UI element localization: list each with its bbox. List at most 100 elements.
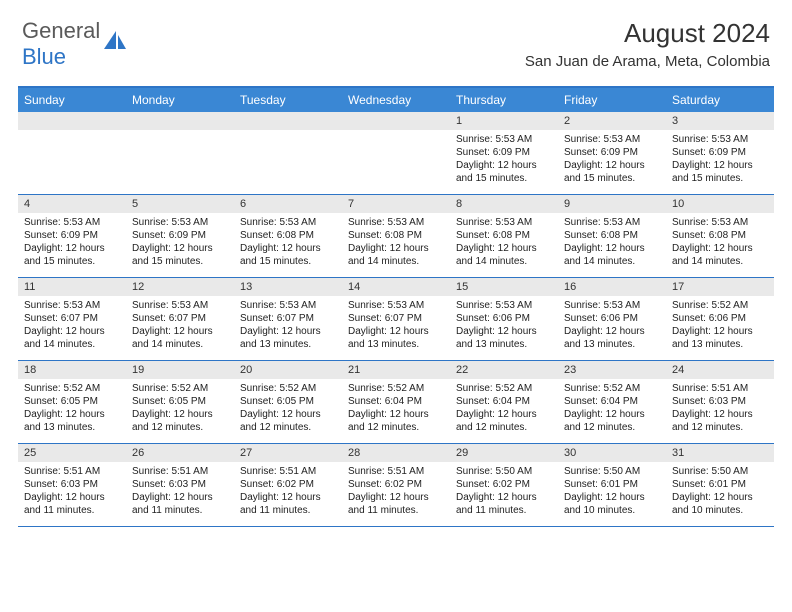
daylight-line: Daylight: 12 hours and 15 minutes. — [564, 159, 660, 185]
week-row: 11Sunrise: 5:53 AMSunset: 6:07 PMDayligh… — [18, 278, 774, 361]
calendar-cell: 17Sunrise: 5:52 AMSunset: 6:06 PMDayligh… — [666, 278, 774, 360]
daylight-line: Daylight: 12 hours and 13 minutes. — [348, 325, 444, 351]
cell-body: Sunrise: 5:50 AMSunset: 6:02 PMDaylight:… — [450, 462, 558, 521]
sunrise-line: Sunrise: 5:53 AM — [240, 299, 336, 312]
calendar-cell: 28Sunrise: 5:51 AMSunset: 6:02 PMDayligh… — [342, 444, 450, 526]
day-number: 16 — [558, 278, 666, 296]
sunset-line: Sunset: 6:06 PM — [564, 312, 660, 325]
calendar-cell: 24Sunrise: 5:51 AMSunset: 6:03 PMDayligh… — [666, 361, 774, 443]
sunrise-line: Sunrise: 5:53 AM — [672, 216, 768, 229]
cell-body: Sunrise: 5:52 AMSunset: 6:04 PMDaylight:… — [558, 379, 666, 438]
sunset-line: Sunset: 6:06 PM — [672, 312, 768, 325]
daylight-line: Daylight: 12 hours and 15 minutes. — [132, 242, 228, 268]
day-number: 13 — [234, 278, 342, 296]
cell-body: Sunrise: 5:52 AMSunset: 6:04 PMDaylight:… — [342, 379, 450, 438]
day-number: 19 — [126, 361, 234, 379]
calendar-cell: 29Sunrise: 5:50 AMSunset: 6:02 PMDayligh… — [450, 444, 558, 526]
calendar-cell: 8Sunrise: 5:53 AMSunset: 6:08 PMDaylight… — [450, 195, 558, 277]
sunrise-line: Sunrise: 5:50 AM — [456, 465, 552, 478]
sunset-line: Sunset: 6:08 PM — [240, 229, 336, 242]
cell-body: Sunrise: 5:53 AMSunset: 6:08 PMDaylight:… — [234, 213, 342, 272]
sunset-line: Sunset: 6:01 PM — [672, 478, 768, 491]
sunset-line: Sunset: 6:07 PM — [348, 312, 444, 325]
week-row: 25Sunrise: 5:51 AMSunset: 6:03 PMDayligh… — [18, 444, 774, 527]
day-number: 27 — [234, 444, 342, 462]
sunrise-line: Sunrise: 5:52 AM — [672, 299, 768, 312]
cell-body: Sunrise: 5:53 AMSunset: 6:09 PMDaylight:… — [558, 130, 666, 189]
sunset-line: Sunset: 6:08 PM — [456, 229, 552, 242]
daylight-line: Daylight: 12 hours and 13 minutes. — [456, 325, 552, 351]
daylight-line: Daylight: 12 hours and 14 minutes. — [456, 242, 552, 268]
calendar-cell — [126, 112, 234, 194]
sunrise-line: Sunrise: 5:52 AM — [24, 382, 120, 395]
sunrise-line: Sunrise: 5:53 AM — [564, 133, 660, 146]
daylight-line: Daylight: 12 hours and 11 minutes. — [24, 491, 120, 517]
cell-body: Sunrise: 5:52 AMSunset: 6:05 PMDaylight:… — [234, 379, 342, 438]
day-header: Monday — [126, 88, 234, 112]
day-headers-row: SundayMondayTuesdayWednesdayThursdayFrid… — [18, 88, 774, 112]
calendar-cell: 9Sunrise: 5:53 AMSunset: 6:08 PMDaylight… — [558, 195, 666, 277]
day-number: 22 — [450, 361, 558, 379]
cell-body: Sunrise: 5:51 AMSunset: 6:03 PMDaylight:… — [126, 462, 234, 521]
sunrise-line: Sunrise: 5:52 AM — [132, 382, 228, 395]
day-number: 1 — [450, 112, 558, 130]
sunset-line: Sunset: 6:04 PM — [348, 395, 444, 408]
day-number: 24 — [666, 361, 774, 379]
day-number: 11 — [18, 278, 126, 296]
sunrise-line: Sunrise: 5:51 AM — [132, 465, 228, 478]
daylight-line: Daylight: 12 hours and 14 minutes. — [132, 325, 228, 351]
calendar-cell: 23Sunrise: 5:52 AMSunset: 6:04 PMDayligh… — [558, 361, 666, 443]
calendar-cell — [18, 112, 126, 194]
calendar-cell — [234, 112, 342, 194]
cell-body: Sunrise: 5:53 AMSunset: 6:06 PMDaylight:… — [558, 296, 666, 355]
calendar-cell: 2Sunrise: 5:53 AMSunset: 6:09 PMDaylight… — [558, 112, 666, 194]
calendar-cell: 3Sunrise: 5:53 AMSunset: 6:09 PMDaylight… — [666, 112, 774, 194]
calendar: SundayMondayTuesdayWednesdayThursdayFrid… — [18, 86, 774, 527]
title-block: August 2024 San Juan de Arama, Meta, Col… — [525, 18, 770, 70]
calendar-cell: 6Sunrise: 5:53 AMSunset: 6:08 PMDaylight… — [234, 195, 342, 277]
sunrise-line: Sunrise: 5:52 AM — [348, 382, 444, 395]
calendar-cell: 16Sunrise: 5:53 AMSunset: 6:06 PMDayligh… — [558, 278, 666, 360]
logo-text-blue: Blue — [22, 44, 66, 69]
day-number: 28 — [342, 444, 450, 462]
calendar-cell: 27Sunrise: 5:51 AMSunset: 6:02 PMDayligh… — [234, 444, 342, 526]
month-title: August 2024 — [525, 18, 770, 49]
logo: General Blue — [22, 18, 128, 70]
day-number — [18, 112, 126, 130]
sunset-line: Sunset: 6:08 PM — [672, 229, 768, 242]
sunset-line: Sunset: 6:02 PM — [240, 478, 336, 491]
calendar-cell: 21Sunrise: 5:52 AMSunset: 6:04 PMDayligh… — [342, 361, 450, 443]
cell-body: Sunrise: 5:51 AMSunset: 6:03 PMDaylight:… — [666, 379, 774, 438]
daylight-line: Daylight: 12 hours and 15 minutes. — [24, 242, 120, 268]
cell-body: Sunrise: 5:53 AMSunset: 6:09 PMDaylight:… — [450, 130, 558, 189]
daylight-line: Daylight: 12 hours and 12 minutes. — [564, 408, 660, 434]
sunset-line: Sunset: 6:02 PM — [348, 478, 444, 491]
daylight-line: Daylight: 12 hours and 15 minutes. — [240, 242, 336, 268]
sunrise-line: Sunrise: 5:53 AM — [456, 299, 552, 312]
cell-body: Sunrise: 5:53 AMSunset: 6:07 PMDaylight:… — [342, 296, 450, 355]
sunset-line: Sunset: 6:04 PM — [456, 395, 552, 408]
sunset-line: Sunset: 6:09 PM — [564, 146, 660, 159]
calendar-cell: 31Sunrise: 5:50 AMSunset: 6:01 PMDayligh… — [666, 444, 774, 526]
logo-text: General Blue — [22, 18, 100, 70]
sunset-line: Sunset: 6:09 PM — [24, 229, 120, 242]
day-header: Tuesday — [234, 88, 342, 112]
calendar-cell: 5Sunrise: 5:53 AMSunset: 6:09 PMDaylight… — [126, 195, 234, 277]
calendar-cell: 19Sunrise: 5:52 AMSunset: 6:05 PMDayligh… — [126, 361, 234, 443]
calendar-cell: 10Sunrise: 5:53 AMSunset: 6:08 PMDayligh… — [666, 195, 774, 277]
daylight-line: Daylight: 12 hours and 13 minutes. — [240, 325, 336, 351]
daylight-line: Daylight: 12 hours and 13 minutes. — [24, 408, 120, 434]
sunset-line: Sunset: 6:08 PM — [564, 229, 660, 242]
sunset-line: Sunset: 6:01 PM — [564, 478, 660, 491]
sunrise-line: Sunrise: 5:53 AM — [132, 299, 228, 312]
sunset-line: Sunset: 6:05 PM — [132, 395, 228, 408]
sunrise-line: Sunrise: 5:52 AM — [564, 382, 660, 395]
sunrise-line: Sunrise: 5:53 AM — [348, 299, 444, 312]
sunrise-line: Sunrise: 5:51 AM — [240, 465, 336, 478]
header: General Blue August 2024 San Juan de Ara… — [0, 0, 792, 78]
sunrise-line: Sunrise: 5:50 AM — [672, 465, 768, 478]
day-number: 20 — [234, 361, 342, 379]
sunset-line: Sunset: 6:04 PM — [564, 395, 660, 408]
daylight-line: Daylight: 12 hours and 14 minutes. — [348, 242, 444, 268]
calendar-cell: 30Sunrise: 5:50 AMSunset: 6:01 PMDayligh… — [558, 444, 666, 526]
